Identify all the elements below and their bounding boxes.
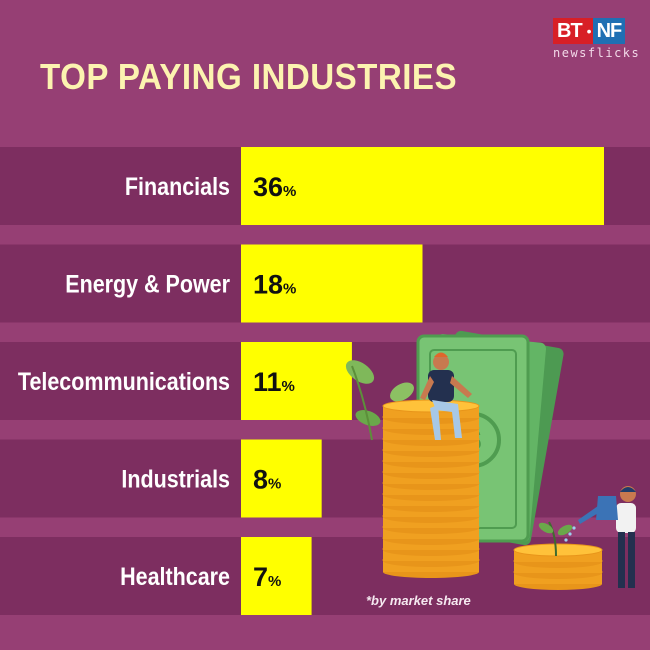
bar-industrials bbox=[241, 439, 322, 518]
logo-dot-icon: • bbox=[585, 18, 593, 44]
logo-subtitle: newsflicks bbox=[553, 46, 641, 60]
category-label: Financials bbox=[125, 172, 230, 200]
category-label: Industrials bbox=[121, 465, 230, 493]
person-watering-icon bbox=[564, 486, 636, 588]
coin-stack-icon bbox=[382, 399, 480, 578]
logo-nf-mark: NF bbox=[592, 18, 626, 44]
leaf-icon bbox=[390, 382, 414, 402]
plant-stem bbox=[351, 365, 373, 441]
footnote: *by market share bbox=[366, 593, 471, 608]
category-label: Telecommunications bbox=[18, 367, 230, 395]
sprout-icon bbox=[538, 521, 573, 557]
small-coin-stack-icon bbox=[513, 543, 603, 590]
person-sitting-icon bbox=[420, 352, 472, 440]
value-label: 18% bbox=[253, 270, 296, 300]
value-label: 7% bbox=[253, 562, 281, 592]
money-illustration: $ bbox=[345, 330, 636, 590]
category-label: Healthcare bbox=[120, 562, 230, 590]
chart-title: TOP PAYING INDUSTRIES bbox=[40, 56, 458, 97]
value-label: 36% bbox=[253, 172, 296, 202]
brand-logo: BT • NF newsflicks bbox=[553, 18, 641, 62]
logo-bt-mark: BT bbox=[553, 18, 586, 44]
value-label: 8% bbox=[253, 465, 281, 495]
category-label: Energy & Power bbox=[65, 270, 230, 298]
row-band bbox=[0, 439, 650, 518]
bar-healthcare bbox=[241, 537, 312, 615]
bar-financials bbox=[241, 147, 604, 225]
bar-telecommunications bbox=[241, 342, 352, 420]
bar-energy-power bbox=[241, 244, 423, 323]
value-label: 11% bbox=[253, 367, 295, 397]
